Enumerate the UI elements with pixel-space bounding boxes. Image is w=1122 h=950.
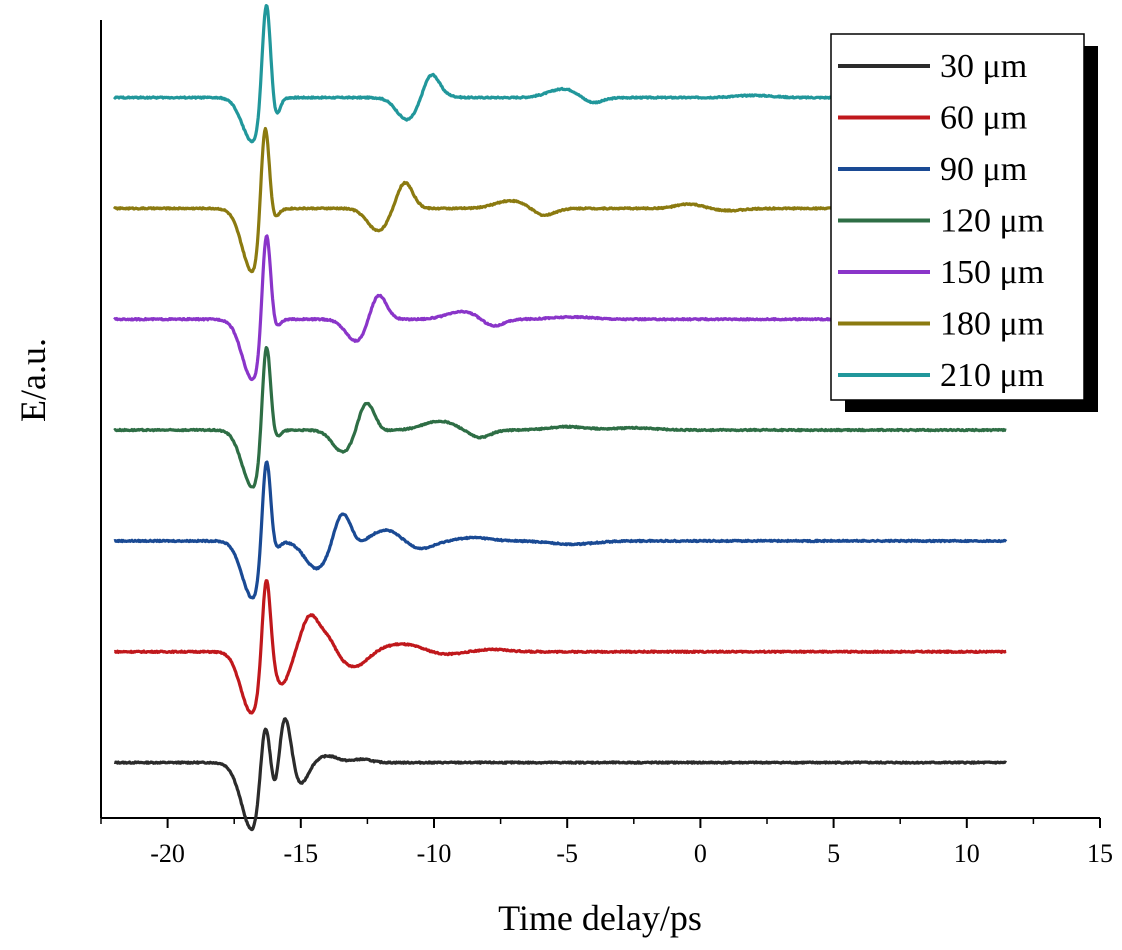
x-ticks: -20 -15 -10 -5 0 5 10 15 bbox=[100, 818, 1113, 868]
x-tick-label: 15 bbox=[1087, 839, 1113, 868]
legend-label: 180 μm bbox=[940, 306, 1044, 343]
x-tick-label: -20 bbox=[150, 839, 185, 868]
legend-box bbox=[830, 33, 1085, 401]
x-tick-label: -15 bbox=[283, 839, 318, 868]
series-line-90-μm bbox=[113, 460, 1008, 600]
x-tick-label: 5 bbox=[827, 839, 840, 868]
legend-label: 210 μm bbox=[940, 357, 1044, 394]
series-line-30-μm bbox=[113, 717, 1008, 832]
x-axis-title: Time delay/ps bbox=[498, 898, 702, 938]
y-axis-title: E/a.u. bbox=[13, 338, 53, 422]
x-tick-label: 0 bbox=[694, 839, 707, 868]
x-tick-label: -5 bbox=[556, 839, 578, 868]
legend-label: 90 μm bbox=[940, 151, 1027, 188]
legend: 30 μm 60 μm 90 μm 120 μm 150 μm 180 μm 210 μm bbox=[830, 33, 1098, 412]
legend-label: 150 μm bbox=[940, 254, 1044, 291]
legend-label: 120 μm bbox=[940, 203, 1044, 240]
x-tick-label: 10 bbox=[954, 839, 980, 868]
series-line-120-μm bbox=[113, 346, 1008, 489]
x-tick-label: -10 bbox=[417, 839, 452, 868]
series-line-60-μm bbox=[113, 579, 1008, 715]
legend-label: 30 μm bbox=[940, 48, 1027, 85]
legend-label: 60 μm bbox=[940, 100, 1027, 137]
